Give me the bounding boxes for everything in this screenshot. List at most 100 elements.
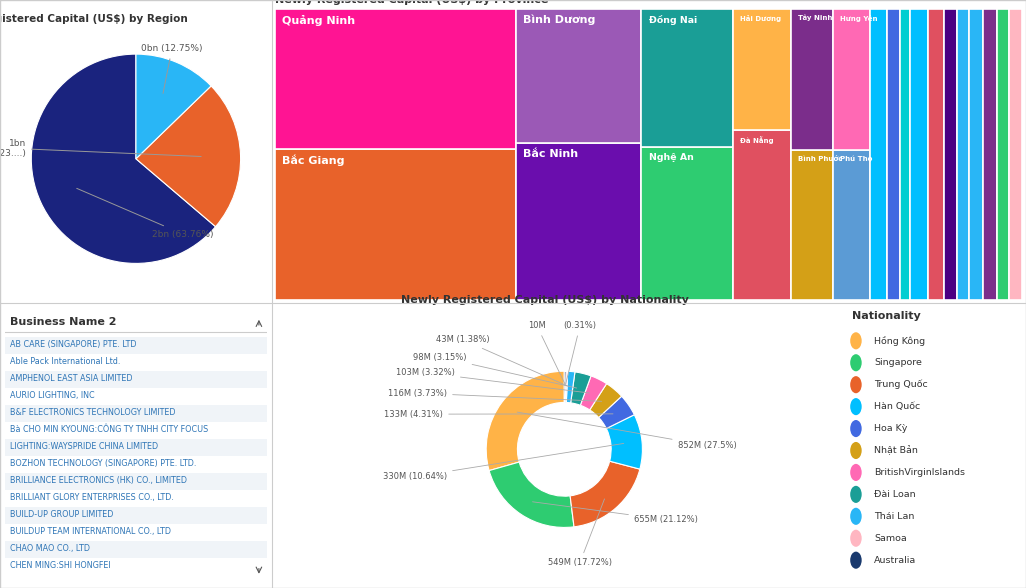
Text: 2bn (63.76%): 2bn (63.76%) bbox=[77, 188, 213, 239]
Wedge shape bbox=[32, 54, 215, 263]
Text: Đà Nẵng: Đà Nẵng bbox=[740, 136, 774, 144]
Text: Hoa Kỳ: Hoa Kỳ bbox=[874, 424, 907, 433]
Bar bbox=[791, 150, 833, 300]
Text: Business Name 2: Business Name 2 bbox=[10, 317, 117, 327]
Text: BUILDUP TEAM INTERNATIONAL CO., LTD: BUILDUP TEAM INTERNATIONAL CO., LTD bbox=[10, 527, 171, 536]
Bar bbox=[5, 355, 267, 372]
Circle shape bbox=[851, 442, 862, 459]
Bar bbox=[910, 9, 928, 300]
Bar bbox=[516, 143, 641, 300]
Bar bbox=[641, 146, 733, 300]
Text: B&F ELECTRONICS TECHNOLOGY LIMITED: B&F ELECTRONICS TECHNOLOGY LIMITED bbox=[10, 407, 175, 417]
Bar bbox=[5, 542, 267, 558]
Bar bbox=[5, 405, 267, 422]
Text: LIGHTING:WAYSPRIDE CHINA LIMITED: LIGHTING:WAYSPRIDE CHINA LIMITED bbox=[10, 442, 158, 450]
Text: Nhật Bản: Nhật Bản bbox=[874, 446, 918, 455]
Circle shape bbox=[851, 376, 862, 393]
Bar bbox=[5, 473, 267, 490]
Text: 98M (3.15%): 98M (3.15%) bbox=[413, 353, 577, 388]
Circle shape bbox=[851, 420, 862, 437]
Wedge shape bbox=[581, 376, 606, 410]
Text: 133M (4.31%): 133M (4.31%) bbox=[385, 410, 613, 419]
Text: Bình Phước: Bình Phước bbox=[798, 156, 842, 162]
Wedge shape bbox=[135, 54, 211, 159]
Text: BUILD-UP GROUP LIMITED: BUILD-UP GROUP LIMITED bbox=[10, 510, 114, 519]
Bar bbox=[957, 9, 969, 300]
Bar bbox=[900, 9, 910, 300]
Text: Nghệ An: Nghệ An bbox=[648, 152, 694, 162]
Bar bbox=[886, 9, 900, 300]
Text: Hàn Quốc: Hàn Quốc bbox=[874, 402, 920, 411]
Bar bbox=[833, 150, 870, 300]
Wedge shape bbox=[606, 415, 642, 469]
Bar bbox=[791, 9, 833, 150]
Text: CHEN MING:SHI HONGFEI: CHEN MING:SHI HONGFEI bbox=[10, 560, 111, 570]
Wedge shape bbox=[489, 462, 574, 527]
Bar bbox=[1009, 9, 1022, 300]
Text: AMPHENOL EAST ASIA LIMITED: AMPHENOL EAST ASIA LIMITED bbox=[10, 374, 132, 383]
Text: Hưng Yên: Hưng Yên bbox=[840, 15, 877, 22]
Text: Đài Loan: Đài Loan bbox=[874, 490, 915, 499]
Text: Tây Ninh: Tây Ninh bbox=[798, 15, 832, 21]
Text: Samoa: Samoa bbox=[874, 534, 907, 543]
Text: 655M (21.12%): 655M (21.12%) bbox=[532, 502, 698, 524]
Text: AURIO LIGHTING, INC: AURIO LIGHTING, INC bbox=[10, 390, 95, 400]
Text: Newly Registered Capital (US$) by Region: Newly Registered Capital (US$) by Region bbox=[0, 14, 188, 24]
Text: Bắc Ninh: Bắc Ninh bbox=[523, 149, 579, 159]
Text: Australia: Australia bbox=[874, 556, 916, 564]
Text: Thái Lan: Thái Lan bbox=[874, 512, 914, 521]
Bar bbox=[5, 422, 267, 439]
Bar bbox=[516, 9, 641, 143]
Wedge shape bbox=[599, 396, 634, 429]
Bar bbox=[996, 9, 1009, 300]
Bar bbox=[733, 9, 791, 130]
Text: Newly Registered Capital (US$) by Nationality: Newly Registered Capital (US$) by Nation… bbox=[401, 295, 688, 305]
Text: 852M (27.5%): 852M (27.5%) bbox=[517, 412, 737, 450]
Wedge shape bbox=[135, 86, 240, 227]
Bar bbox=[944, 9, 957, 300]
Circle shape bbox=[851, 552, 862, 569]
Wedge shape bbox=[570, 461, 640, 527]
Text: CHAO MAO CO., LTD: CHAO MAO CO., LTD bbox=[10, 543, 90, 553]
Text: 10M: 10M bbox=[528, 322, 565, 385]
Text: 0bn (12.75%): 0bn (12.75%) bbox=[142, 44, 203, 93]
Bar bbox=[5, 558, 267, 575]
Text: Newly Registered Capital (US$) by Province: Newly Registered Capital (US$) by Provin… bbox=[275, 0, 548, 5]
Bar bbox=[733, 130, 791, 300]
Circle shape bbox=[851, 398, 862, 415]
Text: 1bn
(23....): 1bn (23....) bbox=[0, 139, 201, 158]
Text: Singapore: Singapore bbox=[874, 358, 921, 368]
Text: Bình Dương: Bình Dương bbox=[523, 15, 596, 25]
Circle shape bbox=[851, 508, 862, 525]
Wedge shape bbox=[565, 371, 567, 403]
Text: 330M (10.64%): 330M (10.64%) bbox=[383, 443, 624, 481]
Circle shape bbox=[851, 332, 862, 349]
Text: 43M (1.38%): 43M (1.38%) bbox=[436, 335, 567, 386]
Bar bbox=[983, 9, 996, 300]
Text: Phú Thọ: Phú Thọ bbox=[840, 155, 872, 162]
Bar bbox=[5, 389, 267, 405]
Circle shape bbox=[851, 464, 862, 481]
Wedge shape bbox=[566, 371, 575, 403]
Bar bbox=[275, 9, 516, 149]
Bar bbox=[870, 9, 886, 300]
Bar bbox=[5, 456, 267, 473]
Text: Hồng Kông: Hồng Kông bbox=[874, 336, 925, 346]
Bar bbox=[5, 490, 267, 507]
Text: 103M (3.32%): 103M (3.32%) bbox=[396, 368, 589, 393]
Text: 116M (3.73%): 116M (3.73%) bbox=[388, 389, 601, 401]
Bar bbox=[5, 439, 267, 456]
Text: Able Pack International Ltd.: Able Pack International Ltd. bbox=[10, 357, 121, 366]
Text: Bắc Giang: Bắc Giang bbox=[282, 155, 345, 166]
Circle shape bbox=[851, 530, 862, 547]
Bar bbox=[969, 9, 983, 300]
Text: BRILLIANCE ELECTRONICS (HK) CO., LIMITED: BRILLIANCE ELECTRONICS (HK) CO., LIMITED bbox=[10, 476, 188, 485]
Text: Đồng Nai: Đồng Nai bbox=[648, 15, 697, 25]
Bar bbox=[641, 9, 733, 146]
Text: 549M (17.72%): 549M (17.72%) bbox=[548, 499, 611, 567]
Text: BRILLIANT GLORY ENTERPRISES CO., LTD.: BRILLIANT GLORY ENTERPRISES CO., LTD. bbox=[10, 493, 174, 502]
Text: Trung Quốc: Trung Quốc bbox=[874, 380, 928, 389]
Bar bbox=[5, 507, 267, 524]
Text: BOZHON TECHNOLOGY (SINGAPORE) PTE. LTD.: BOZHON TECHNOLOGY (SINGAPORE) PTE. LTD. bbox=[10, 459, 197, 467]
Legend: North, South, Central: North, South, Central bbox=[371, 126, 432, 192]
